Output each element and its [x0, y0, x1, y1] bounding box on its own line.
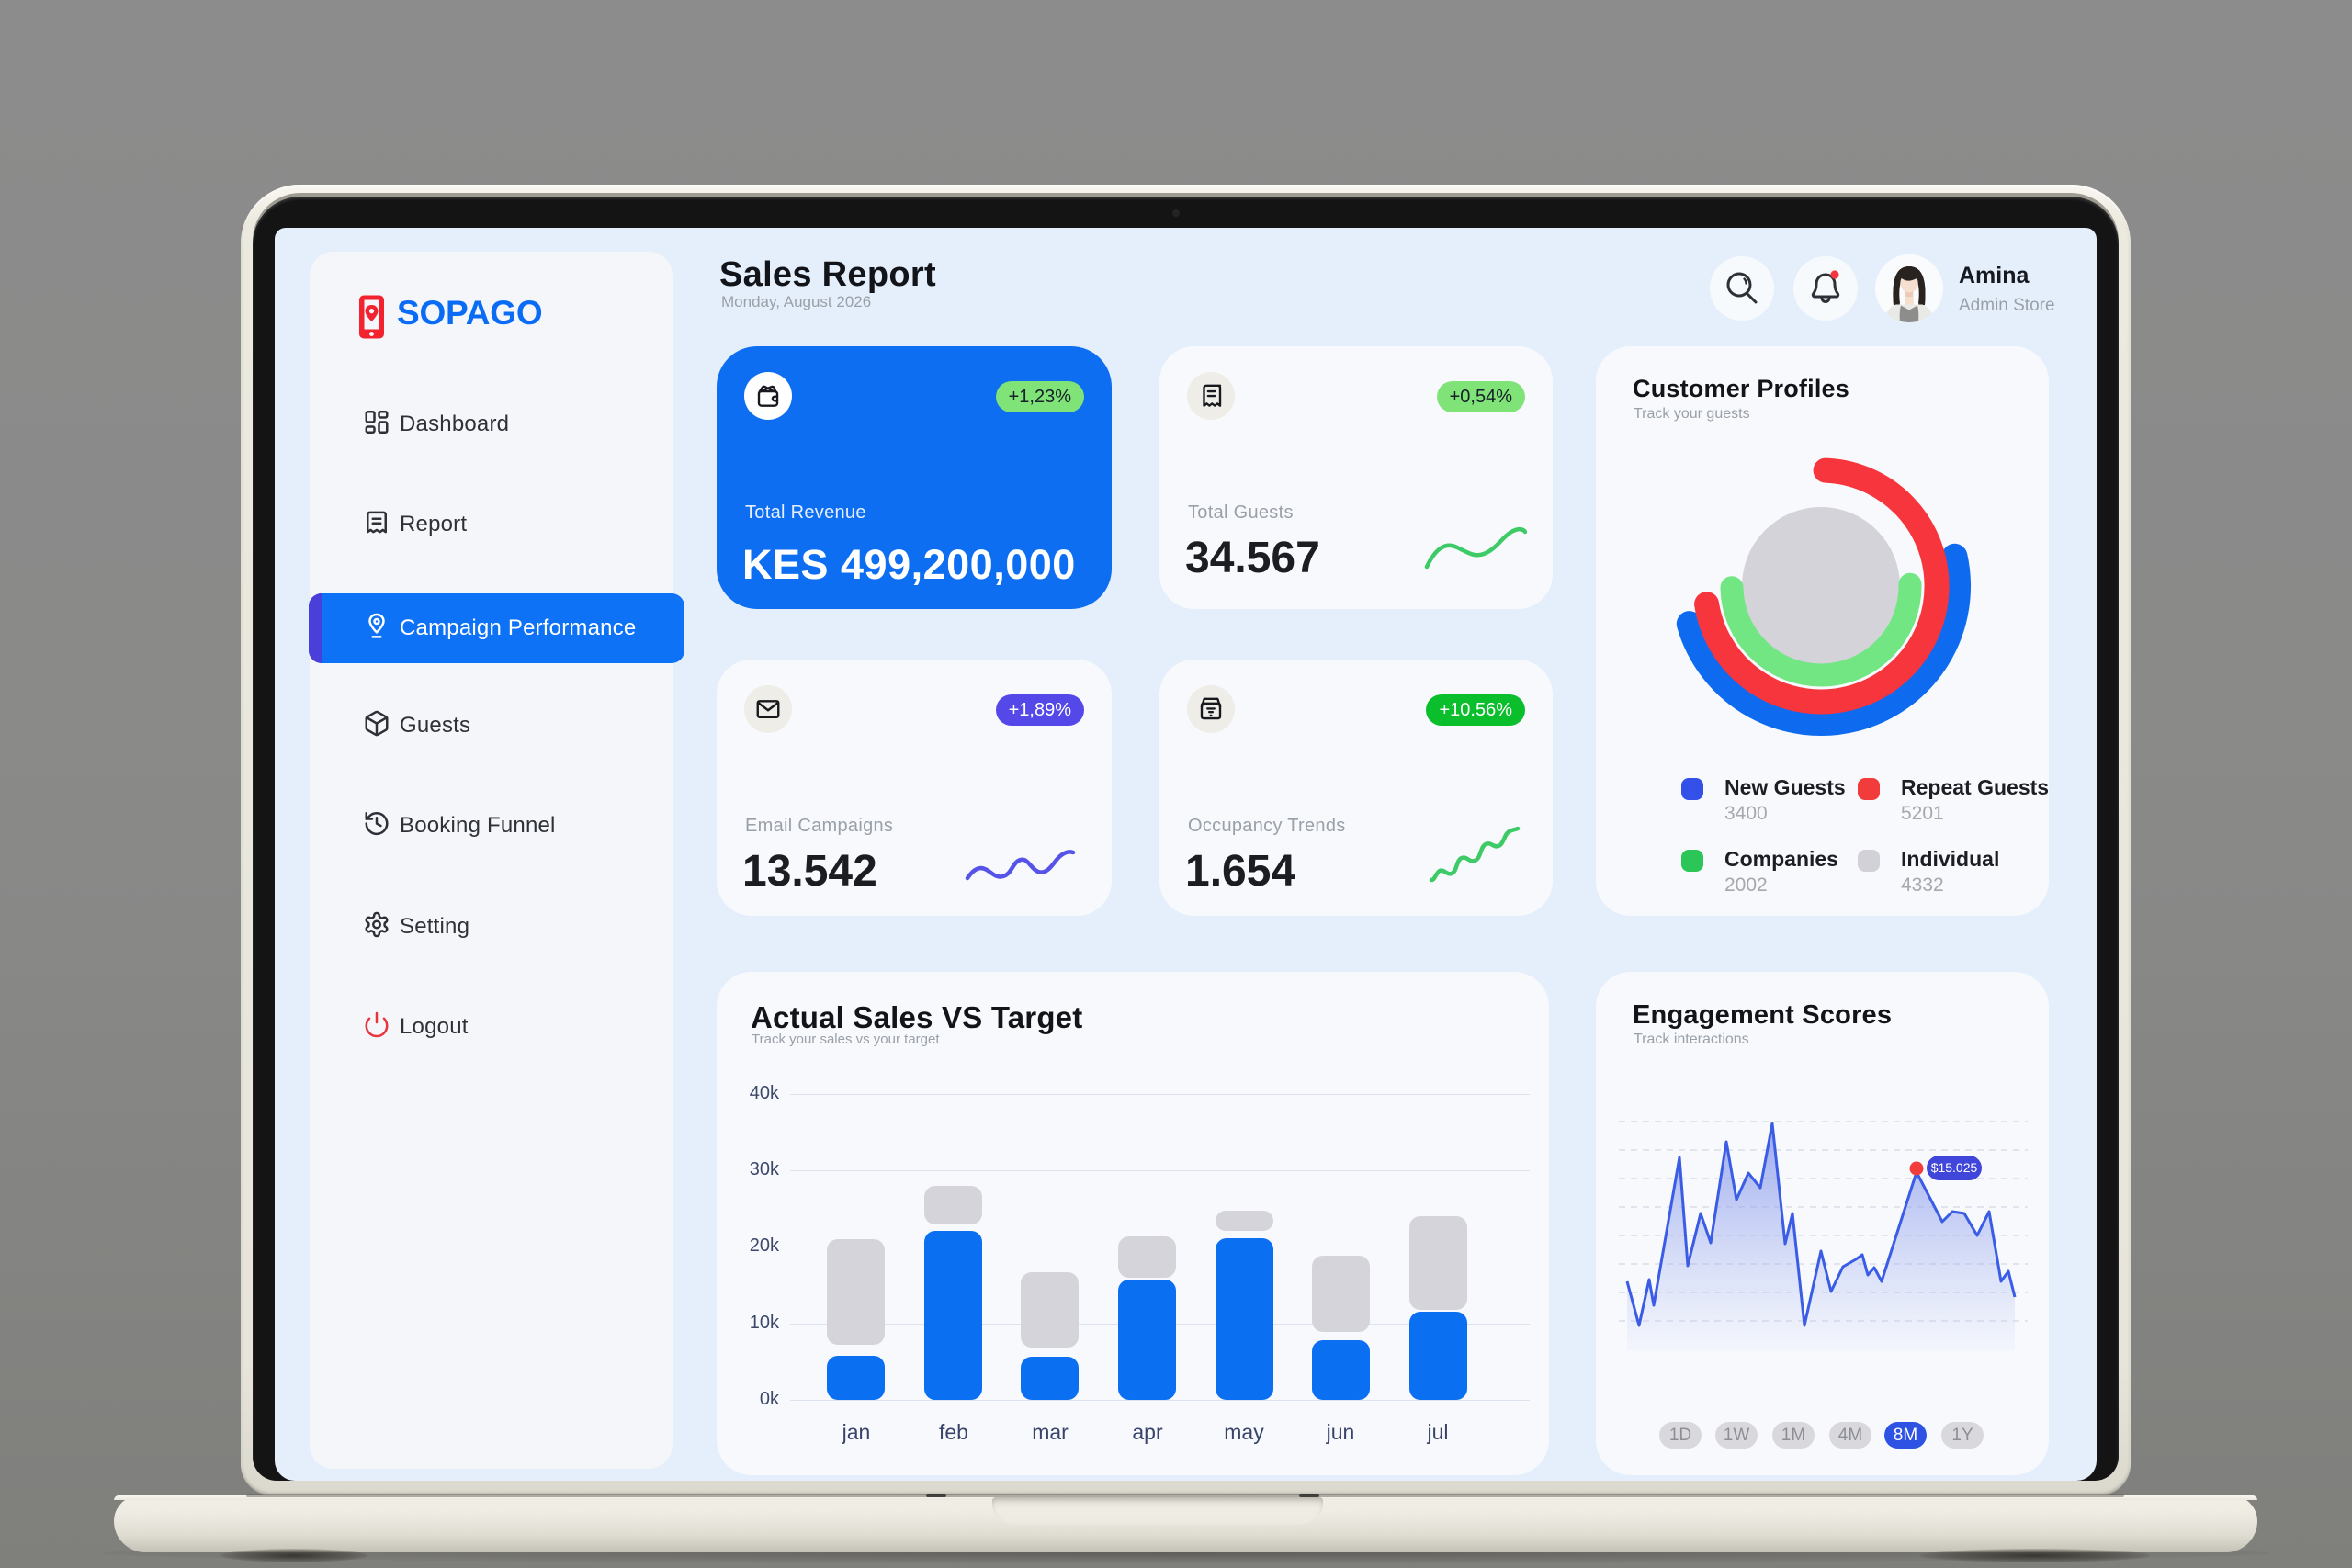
svg-text:$15.025: $15.025 [1931, 1160, 1978, 1175]
